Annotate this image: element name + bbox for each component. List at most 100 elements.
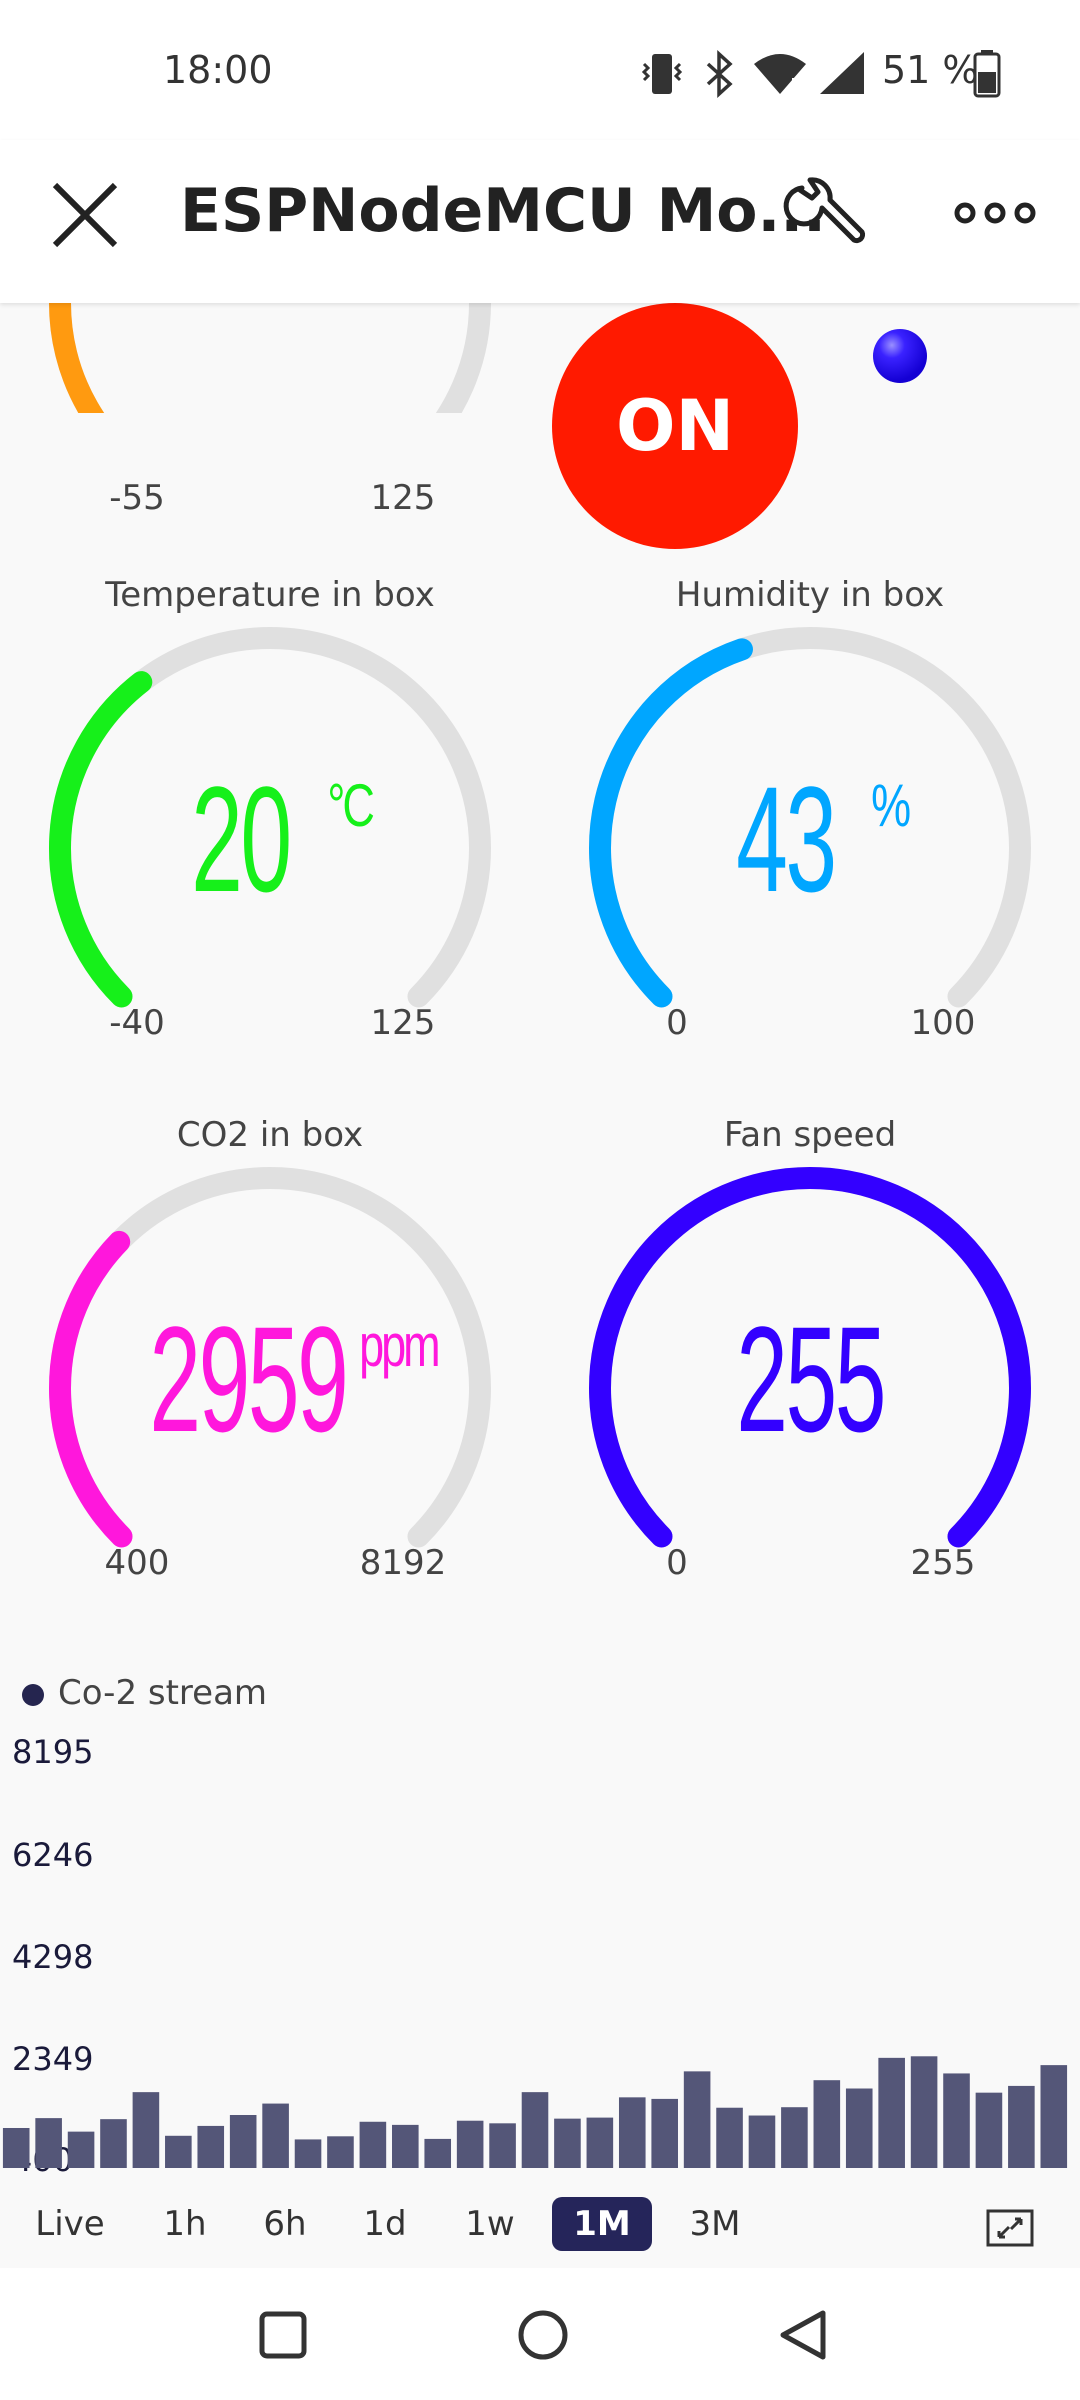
range-6h-button[interactable]: 6h xyxy=(263,2204,307,2244)
top-gauge-value: 27°C xyxy=(0,303,540,326)
chart-bar[interactable] xyxy=(878,2057,905,2168)
status-led xyxy=(873,329,927,383)
range-live-button[interactable]: Live xyxy=(35,2204,105,2244)
humidity-gauge-fill xyxy=(589,638,753,1008)
y-tick: 2349 xyxy=(12,2040,94,2078)
fan-speed-gauge-title: Fan speed xyxy=(723,1115,897,1155)
co2-gauge xyxy=(49,1167,491,1548)
chart-bar[interactable] xyxy=(35,2118,62,2168)
chart-bar[interactable] xyxy=(197,2125,225,2168)
chart-bar[interactable] xyxy=(781,2107,808,2168)
temperature-gauge-min: -40 xyxy=(109,1003,165,1043)
legend-dot xyxy=(22,1683,44,1706)
chart-bar[interactable] xyxy=(586,2117,614,2168)
battery-percent: 51 % xyxy=(882,48,979,92)
bluetooth-icon xyxy=(706,50,733,98)
co2-gauge-value: 2959 ppm xyxy=(0,1293,540,1466)
humidity-gauge-number: 43 xyxy=(736,755,837,923)
battery-icon xyxy=(973,50,1001,98)
co2-gauge-fill xyxy=(49,1230,133,1548)
legend-label: Co-2 stream xyxy=(58,1673,268,1713)
chart-bar[interactable] xyxy=(489,2123,516,2168)
temperature-gauge-title: Temperature in box xyxy=(105,575,435,615)
chart-bar[interactable] xyxy=(100,2119,127,2168)
humidity-gauge-unit: % xyxy=(870,772,911,839)
signal-icon xyxy=(820,52,864,94)
recents-icon[interactable] xyxy=(258,2310,308,2360)
temperature-gauge-unit: °C xyxy=(327,772,375,839)
chart-bar[interactable] xyxy=(67,2131,95,2168)
wrench-icon[interactable] xyxy=(782,168,872,258)
status-time: 18:00 xyxy=(163,48,273,92)
chart-bar[interactable] xyxy=(165,2135,192,2168)
app-header: ESPNodeMCU Mo... xyxy=(0,140,1080,303)
co2-gauge-title: CO2 in box xyxy=(176,1115,364,1155)
chart-bar[interactable] xyxy=(132,2092,160,2168)
on-toggle-button[interactable]: ON xyxy=(552,303,798,549)
y-tick: 4298 xyxy=(12,1938,94,1976)
chart-bar[interactable] xyxy=(618,2097,646,2168)
chart-bar[interactable] xyxy=(359,2121,387,2168)
co2-gauge-max: 8192 xyxy=(359,1543,447,1583)
page-title: ESPNodeMCU Mo... xyxy=(180,176,826,246)
humidity-gauge xyxy=(589,627,1031,1008)
co2-gauge-number: 2959 xyxy=(149,1295,348,1463)
humidity-gauge-max: 100 xyxy=(910,1003,976,1043)
chart-bar[interactable] xyxy=(1008,2085,1035,2168)
fan-speed-gauge-max: 255 xyxy=(910,1543,976,1583)
close-icon[interactable] xyxy=(40,170,130,260)
top-gauge-min: -55 xyxy=(109,478,165,518)
chart-bar[interactable] xyxy=(943,2073,970,2168)
temperature-gauge-max: 125 xyxy=(370,1003,436,1043)
range-1w-button[interactable]: 1w xyxy=(465,2204,515,2244)
chart-bar[interactable] xyxy=(424,2138,452,2168)
expand-icon[interactable] xyxy=(985,2203,1035,2253)
y-tick: 8195 xyxy=(12,1733,94,1771)
humidity-gauge-min: 0 xyxy=(666,1003,688,1043)
chart-bar[interactable] xyxy=(651,2098,678,2168)
chart-bar[interactable] xyxy=(716,2107,743,2168)
chart-bar[interactable] xyxy=(554,2118,581,2168)
dashboard-content: 27°C -55 125 ON Temperature in box 20 °C -4… xyxy=(0,303,1080,2268)
back-icon[interactable] xyxy=(775,2308,829,2362)
range-3m-button[interactable]: 3M xyxy=(689,2204,741,2244)
chart-bar[interactable] xyxy=(456,2120,484,2168)
chart-bar[interactable] xyxy=(748,2115,776,2168)
chart-bar[interactable] xyxy=(1040,2065,1068,2168)
co2-gauge-min: 400 xyxy=(104,1543,170,1583)
co2-bar-chart[interactable] xyxy=(0,1703,1080,2173)
co2-gauge-unit: ppm xyxy=(359,1312,442,1379)
temperature-gauge-number: 20 xyxy=(191,755,292,923)
chart-bar[interactable] xyxy=(262,2103,289,2168)
chart-bar[interactable] xyxy=(910,2056,938,2168)
top-gauge-number: 27 xyxy=(191,303,292,326)
top-gauge-fill xyxy=(49,303,105,413)
chart-bar[interactable] xyxy=(327,2136,354,2168)
temperature-gauge-value: 20 °C xyxy=(0,753,540,926)
fan-speed-gauge-min: 0 xyxy=(666,1543,688,1583)
fan-speed-gauge-fill xyxy=(589,1167,1031,1548)
fan-speed-gauge xyxy=(589,1167,1031,1548)
fan-speed-gauge-number: 255 xyxy=(736,1295,886,1463)
chart-bar[interactable] xyxy=(975,2092,1003,2168)
wifi-icon xyxy=(754,54,806,94)
chart-bar[interactable] xyxy=(392,2124,419,2168)
chart-bar[interactable] xyxy=(683,2071,711,2168)
chart-bar[interactable] xyxy=(294,2139,322,2168)
top-gauge-max: 125 xyxy=(370,478,436,518)
chart-legend: Co-2 stream xyxy=(22,1673,267,1713)
range-1h-button[interactable]: 1h xyxy=(163,2204,207,2244)
temperature-gauge-fill xyxy=(49,671,153,1008)
chart-bar[interactable] xyxy=(521,2092,549,2168)
home-icon[interactable] xyxy=(516,2308,570,2362)
vibrate-icon xyxy=(641,54,683,94)
more-options-icon[interactable] xyxy=(950,168,1040,258)
chart-bar[interactable] xyxy=(813,2080,841,2168)
humidity-gauge-value: 43% xyxy=(540,753,1080,926)
temperature-gauge-top xyxy=(49,303,491,413)
chart-bar[interactable] xyxy=(229,2115,257,2168)
range-1m-button[interactable]: 1M xyxy=(552,2197,652,2251)
chart-bar[interactable] xyxy=(2,2127,30,2168)
range-1d-button[interactable]: 1d xyxy=(363,2204,407,2244)
chart-bar[interactable] xyxy=(845,2088,873,2168)
